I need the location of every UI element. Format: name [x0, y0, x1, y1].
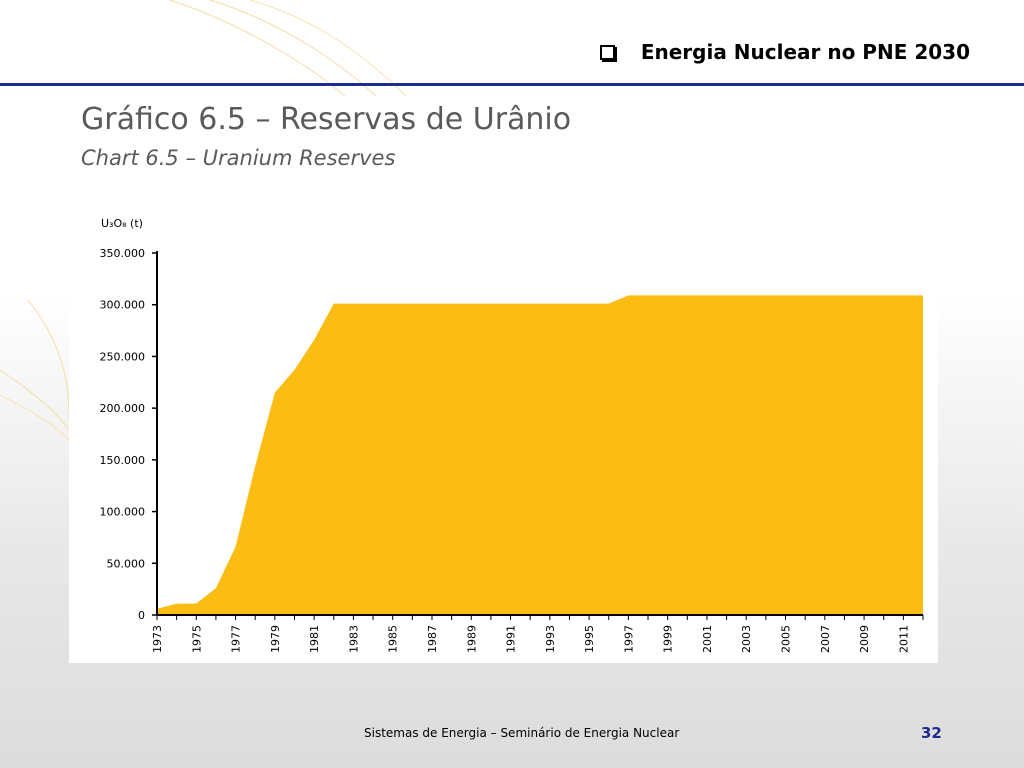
x-tick-label: 2001: [701, 625, 714, 653]
x-tick-label: 2007: [819, 625, 832, 653]
x-tick-label: 1979: [269, 625, 282, 653]
x-tick-label: 1985: [387, 625, 400, 653]
x-tick-label: 1973: [151, 625, 164, 653]
x-tick-label: 1983: [347, 625, 360, 653]
x-tick-label: 2005: [780, 625, 793, 653]
x-tick-label: 1975: [190, 625, 203, 653]
header-divider: [0, 83, 1024, 86]
x-tick-label: 2009: [858, 625, 871, 653]
slide-title: Energia Nuclear no PNE 2030: [640, 40, 970, 64]
x-tick-label: 1981: [308, 625, 321, 653]
x-tick-label: 1991: [505, 625, 518, 653]
x-tick-label: 1987: [426, 625, 439, 653]
y-tick-label: 300.000: [100, 299, 146, 312]
x-tick-label: 2011: [897, 625, 910, 653]
x-tick-label: 1999: [662, 625, 675, 653]
x-tick-label: 1977: [230, 625, 243, 653]
page-number: 32: [921, 724, 942, 742]
y-tick-label: 150.000: [100, 454, 146, 467]
y-tick-label: 350.000: [100, 247, 146, 260]
x-tick-label: 1993: [544, 625, 557, 653]
chart-panel: Gráfico 6.5 – Reservas de Urânio Chart 6…: [69, 96, 938, 663]
x-tick-label: 1995: [583, 625, 596, 653]
y-tick-label: 250.000: [100, 350, 146, 363]
x-tick-label: 1989: [465, 625, 478, 653]
x-tick-label: 2003: [740, 625, 753, 653]
checkbox-bullet-icon: [599, 44, 615, 60]
y-tick-label: 0: [138, 609, 145, 622]
y-axis-label: U₃O₈ (t): [101, 217, 143, 230]
x-tick-label: 1997: [622, 625, 635, 653]
y-tick-label: 100.000: [100, 506, 146, 519]
y-tick-label: 200.000: [100, 402, 146, 415]
slide-footer: Sistemas de Energia – Seminário de Energ…: [364, 726, 680, 740]
chart-title: Gráfico 6.5 – Reservas de Urânio: [81, 102, 572, 137]
slide-header: Energia Nuclear no PNE 2030: [599, 40, 970, 64]
uranium-reserves-area-chart: 0 50.000 100.000 150.000 200.000 250.000 300.0…: [100, 217, 924, 653]
area-series: [157, 295, 923, 615]
y-tick-label: 50.000: [107, 557, 146, 570]
chart-subtitle: Chart 6.5 – Uranium Reserves: [81, 146, 396, 170]
